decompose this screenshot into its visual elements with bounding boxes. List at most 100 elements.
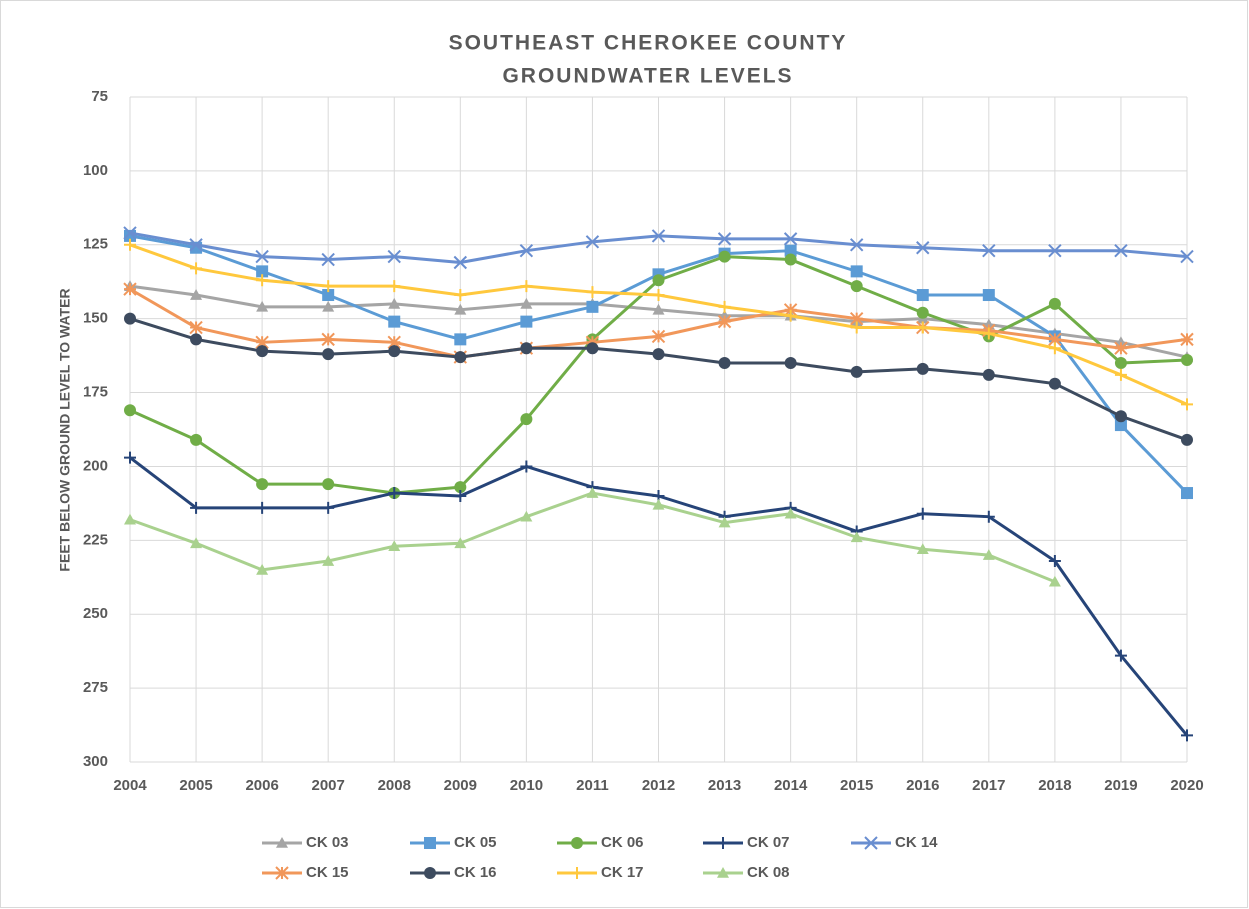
marker [520, 342, 533, 355]
marker [322, 289, 335, 302]
marker [255, 335, 269, 350]
marker [916, 321, 929, 334]
x-tick-label: 2017 [972, 777, 1005, 794]
legend-label: CK 05 [454, 834, 497, 851]
marker [388, 280, 401, 293]
marker [124, 513, 136, 525]
marker [718, 516, 731, 528]
marker [1114, 419, 1127, 432]
marker [850, 531, 863, 543]
chart-title: GROUNDWATER LEVELS [502, 65, 793, 88]
marker [1114, 357, 1127, 369]
marker [124, 312, 136, 325]
legend-label: CK 07 [747, 834, 790, 851]
x-tick-label: 2006 [245, 777, 278, 794]
x-tick-label: 2012 [642, 777, 675, 794]
y-tick-label: 125 [83, 236, 108, 253]
marker [586, 286, 599, 299]
marker [189, 238, 203, 252]
marker [520, 315, 533, 328]
marker [718, 357, 731, 369]
marker [321, 252, 335, 267]
marker [255, 249, 269, 264]
marker [520, 280, 533, 293]
marker [982, 549, 995, 560]
marker [256, 501, 269, 514]
marker [850, 365, 863, 378]
legend-label: CK 16 [454, 864, 497, 881]
marker [651, 229, 666, 243]
y-tick-label: 225 [83, 531, 108, 548]
marker [454, 537, 467, 549]
marker [1181, 729, 1193, 742]
marker [190, 262, 203, 275]
marker [190, 537, 203, 549]
x-tick-label: 2015 [840, 777, 873, 794]
marker [388, 487, 401, 500]
marker [916, 241, 930, 255]
x-tick-label: 2005 [179, 777, 212, 794]
y-axis-title: FEET BELOW GROUND LEVEL TO WATER [57, 288, 73, 571]
marker [322, 300, 335, 312]
marker [519, 243, 534, 258]
marker [454, 303, 467, 315]
y-tick-label: 250 [83, 605, 108, 622]
marker [387, 335, 401, 350]
x-tick-label: 2013 [708, 777, 741, 794]
chart-title: SOUTHEAST CHEROKEE COUNTY [449, 32, 848, 55]
y-tick-label: 150 [83, 310, 108, 327]
marker [454, 289, 467, 302]
marker [982, 243, 996, 258]
marker [189, 320, 203, 335]
marker [520, 510, 533, 522]
marker [190, 333, 203, 346]
marker [454, 481, 467, 494]
marker [585, 235, 600, 249]
marker [652, 498, 665, 510]
marker [1180, 332, 1194, 347]
marker [1114, 410, 1127, 423]
marker [784, 253, 797, 266]
marker [1181, 398, 1193, 411]
x-tick-label: 2020 [1170, 777, 1203, 794]
legend-label: CK 15 [306, 864, 349, 881]
marker [586, 342, 599, 355]
marker [586, 300, 599, 313]
marker [651, 329, 666, 344]
marker [256, 478, 269, 491]
x-tick-label: 2007 [312, 777, 345, 794]
marker [1048, 332, 1062, 347]
marker [784, 507, 797, 519]
marker [784, 244, 797, 257]
marker [982, 510, 995, 523]
marker [1048, 377, 1061, 390]
y-tick-label: 175 [83, 384, 108, 401]
marker [190, 433, 203, 446]
marker [256, 345, 269, 358]
marker [784, 357, 797, 369]
marker [849, 311, 864, 326]
marker [322, 478, 335, 491]
marker [652, 348, 665, 361]
marker [652, 303, 665, 315]
marker [1181, 433, 1193, 446]
marker [784, 309, 797, 322]
marker [850, 265, 863, 278]
marker [982, 289, 995, 302]
y-tick-label: 100 [83, 162, 108, 179]
marker [1114, 243, 1128, 258]
marker [717, 867, 729, 878]
marker [520, 460, 533, 473]
y-tick-label: 75 [91, 88, 108, 105]
y-tick-label: 200 [83, 457, 108, 474]
marker [124, 404, 136, 417]
marker [783, 232, 798, 246]
marker [916, 362, 929, 375]
legend-label: CK 14 [895, 834, 938, 851]
marker [123, 226, 137, 240]
marker [124, 238, 136, 251]
marker [864, 836, 878, 850]
marker [916, 543, 929, 554]
